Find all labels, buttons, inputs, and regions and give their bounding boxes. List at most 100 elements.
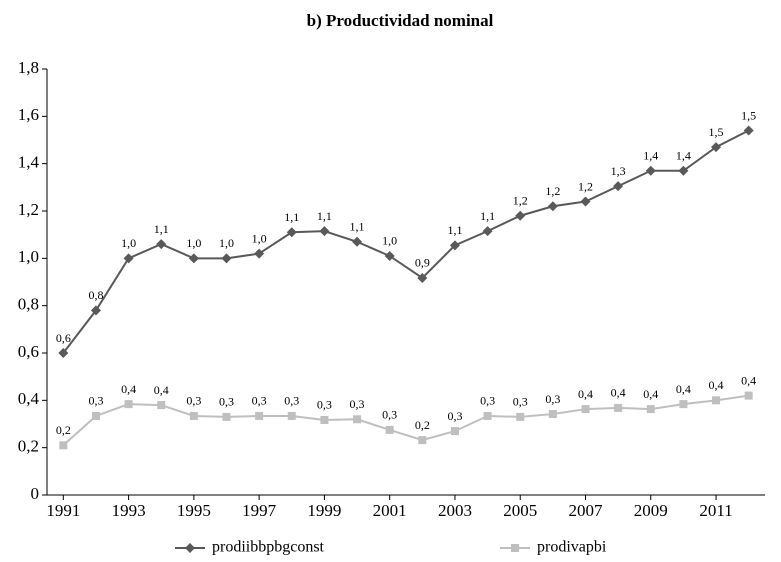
marker (645, 165, 656, 176)
marker (189, 411, 198, 420)
marker (91, 411, 100, 420)
marker (384, 250, 395, 261)
x-tick-label: 1999 (307, 501, 341, 520)
value-label: 1,0 (186, 236, 201, 250)
value-label: 1,4 (676, 149, 691, 163)
value-label: 0,3 (186, 394, 201, 408)
x-tick-label: 1995 (177, 501, 211, 520)
marker (646, 405, 655, 414)
value-label: 0,3 (252, 394, 267, 408)
marker (547, 201, 558, 212)
marker (743, 125, 754, 136)
value-label: 0,8 (88, 288, 103, 302)
marker (482, 226, 493, 237)
x-tick-label: 2011 (699, 501, 732, 520)
marker (418, 436, 427, 445)
value-label: 1,0 (121, 236, 136, 250)
value-label: 1,0 (219, 236, 234, 250)
series-line (62, 129, 750, 354)
value-label: 1,1 (480, 209, 495, 223)
value-label: 0,4 (154, 383, 169, 397)
marker (255, 411, 264, 420)
marker (222, 412, 231, 421)
value-label: 1,0 (382, 234, 397, 248)
value-label: 1,3 (611, 164, 626, 178)
value-label: 0,3 (219, 395, 234, 409)
y-tick-label: 1,2 (18, 200, 39, 219)
y-tick-label: 1,8 (18, 58, 39, 77)
y-tick-label: 0,2 (18, 437, 39, 456)
y-tick-label: 0,8 (18, 295, 39, 314)
legend-label: prodivapbi (537, 539, 607, 556)
y-tick-label: 1,0 (18, 247, 39, 266)
value-label: 0,3 (545, 392, 560, 406)
marker (123, 253, 134, 264)
value-label: 0,3 (513, 395, 528, 409)
marker (185, 543, 195, 553)
value-label: 0,3 (317, 398, 332, 412)
marker (712, 396, 721, 405)
value-label: 1,4 (643, 149, 658, 163)
marker (711, 142, 722, 153)
marker (385, 425, 394, 434)
value-label: 0,4 (643, 387, 658, 401)
value-label: 0,3 (382, 408, 397, 422)
value-label: 1,5 (741, 108, 756, 122)
value-label: 0,3 (284, 394, 299, 408)
x-tick-label: 1997 (242, 501, 277, 520)
marker (417, 272, 428, 283)
value-label: 0,4 (578, 387, 593, 401)
marker (548, 410, 557, 419)
value-label: 1,1 (447, 223, 462, 237)
marker (90, 305, 101, 316)
value-label: 1,1 (317, 209, 332, 223)
marker (157, 401, 166, 410)
marker (59, 441, 68, 450)
marker (580, 196, 591, 207)
y-tick-label: 1,4 (18, 153, 40, 172)
marker (581, 405, 590, 414)
value-label: 1,1 (284, 210, 299, 224)
marker (156, 239, 167, 250)
marker (614, 403, 623, 412)
marker (320, 415, 329, 424)
value-label: 1,1 (154, 222, 169, 236)
series-line (62, 394, 749, 447)
marker (352, 236, 363, 247)
x-tick-label: 2009 (634, 501, 668, 520)
x-tick-label: 1993 (112, 501, 146, 520)
marker (449, 240, 460, 251)
marker (483, 411, 492, 420)
marker (319, 226, 330, 237)
marker (678, 165, 689, 176)
value-label: 0,2 (415, 418, 430, 432)
legend-label: prodiibbpbgconst (212, 539, 325, 556)
marker (679, 400, 688, 409)
marker (613, 181, 624, 192)
x-tick-label: 2007 (569, 501, 604, 520)
value-label: 0,6 (56, 331, 71, 345)
x-tick-label: 2001 (373, 501, 407, 520)
y-tick-label: 0,6 (18, 342, 39, 361)
value-label: 0,3 (480, 394, 495, 408)
value-label: 0,9 (415, 256, 430, 270)
value-label: 1,5 (709, 125, 724, 139)
marker (124, 400, 133, 409)
value-label: 0,4 (741, 373, 756, 387)
value-label: 0,4 (611, 386, 626, 400)
value-label: 0,3 (350, 397, 365, 411)
x-tick-label: 1991 (46, 501, 80, 520)
marker (744, 391, 753, 400)
marker (287, 411, 296, 420)
value-label: 0,3 (88, 394, 103, 408)
value-label: 0,4 (676, 382, 691, 396)
value-label: 1,2 (545, 184, 560, 198)
marker (516, 412, 525, 421)
y-tick-label: 1,6 (18, 105, 39, 124)
marker (58, 348, 69, 358)
value-label: 1,1 (350, 220, 365, 234)
value-label: 1,2 (578, 179, 593, 193)
value-label: 0,3 (447, 409, 462, 423)
marker (188, 253, 199, 264)
